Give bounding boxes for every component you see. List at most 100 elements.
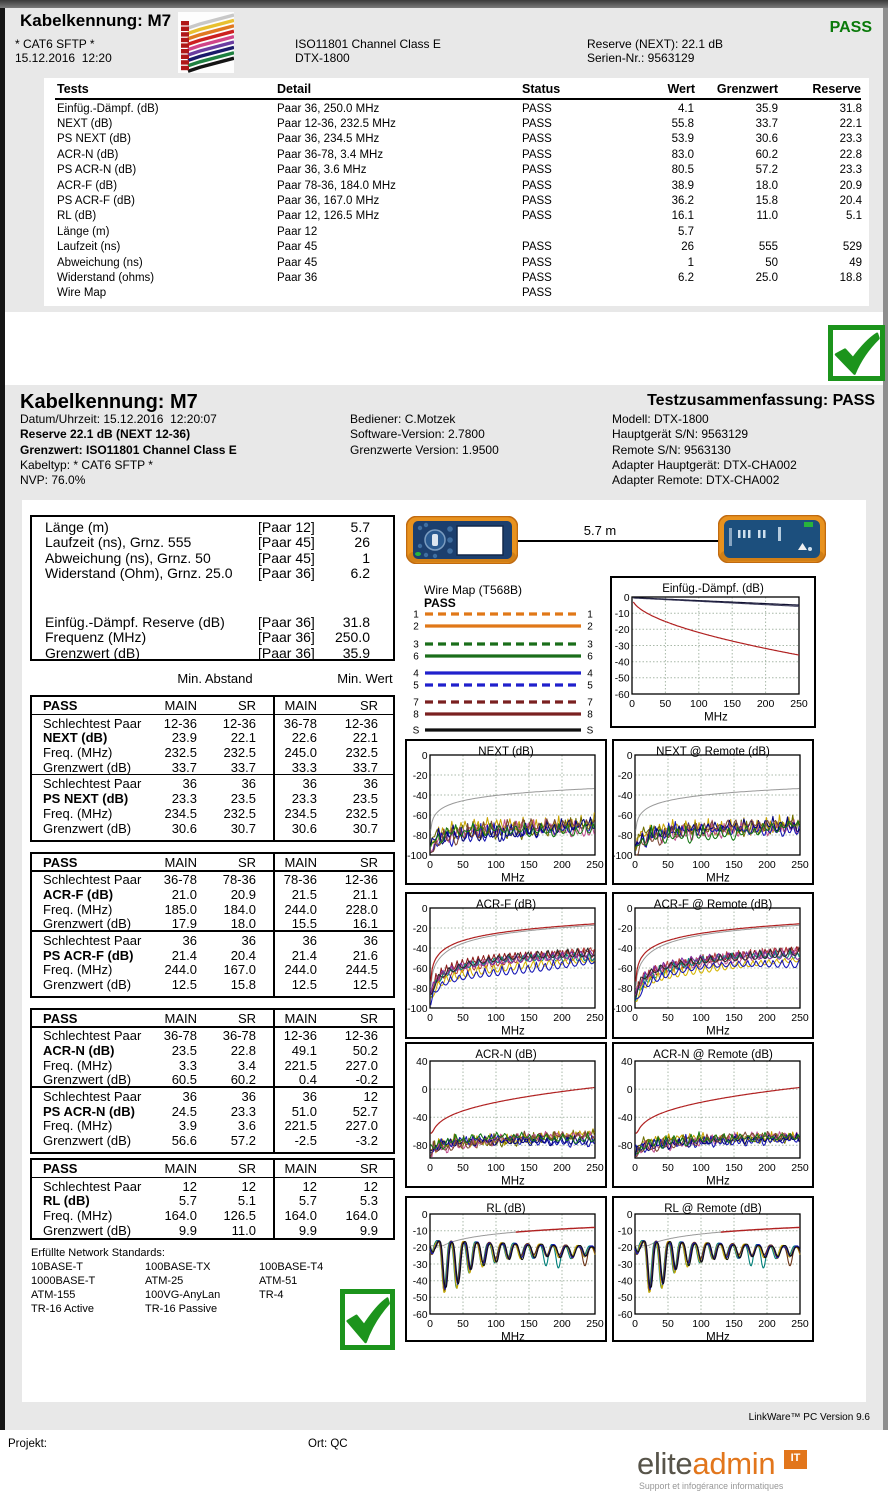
svg-text:MHz: MHz [501, 1332, 525, 1343]
svg-text:Einfüg.-Dämpf. (dB): Einfüg.-Dämpf. (dB) [662, 583, 764, 595]
svg-text:250: 250 [791, 1162, 809, 1174]
svg-text:200: 200 [758, 1012, 776, 1024]
svg-text:0: 0 [427, 1318, 433, 1330]
svg-text:250: 250 [791, 859, 809, 871]
svg-text:100: 100 [487, 1012, 505, 1024]
svg-text:0: 0 [629, 698, 635, 710]
svg-text:-30: -30 [615, 641, 630, 652]
svg-text:-100: -100 [612, 1004, 633, 1015]
svg-text:-20: -20 [618, 771, 633, 782]
svg-text:S: S [413, 726, 420, 737]
svg-text:0: 0 [632, 1012, 638, 1024]
svg-text:150: 150 [520, 859, 538, 871]
svg-text:100: 100 [487, 1318, 505, 1330]
svg-text:8: 8 [587, 710, 593, 721]
svg-text:250: 250 [586, 1012, 604, 1024]
svg-text:0: 0 [422, 1085, 428, 1096]
svg-text:-40: -40 [413, 944, 428, 955]
svg-text:200: 200 [553, 1318, 571, 1330]
svg-text:0: 0 [422, 751, 428, 762]
svg-text:50: 50 [662, 859, 674, 871]
svg-text:50: 50 [662, 1318, 674, 1330]
svg-text:-50: -50 [618, 1293, 633, 1304]
svg-text:-60: -60 [413, 1310, 428, 1321]
svg-text:50: 50 [457, 1012, 469, 1024]
svg-text:0: 0 [627, 1085, 633, 1096]
svg-text:-40: -40 [618, 791, 633, 802]
svg-text:-100: -100 [612, 851, 633, 862]
svg-text:0: 0 [422, 904, 428, 915]
svg-text:-40: -40 [413, 1277, 428, 1288]
svg-text:-80: -80 [618, 1141, 633, 1152]
svg-text:-40: -40 [413, 791, 428, 802]
svg-text:-80: -80 [618, 984, 633, 995]
svg-text:100: 100 [692, 1012, 710, 1024]
svg-text:0: 0 [427, 859, 433, 871]
svg-text:-10: -10 [413, 1227, 428, 1238]
svg-text:MHz: MHz [706, 1026, 730, 1038]
svg-text:MHz: MHz [706, 873, 730, 885]
svg-text:-20: -20 [413, 924, 428, 935]
svg-text:0: 0 [427, 1012, 433, 1024]
svg-text:150: 150 [725, 1162, 743, 1174]
svg-text:ACR-N @ Remote (dB): ACR-N @ Remote (dB) [653, 1049, 773, 1061]
svg-text:ACR-F @ Remote (dB): ACR-F @ Remote (dB) [654, 899, 773, 911]
svg-text:50: 50 [457, 1162, 469, 1174]
svg-text:4: 4 [587, 669, 593, 680]
svg-text:200: 200 [758, 859, 776, 871]
svg-text:NEXT (dB): NEXT (dB) [478, 746, 534, 758]
svg-text:200: 200 [553, 1162, 571, 1174]
svg-text:0: 0 [627, 751, 633, 762]
svg-text:200: 200 [553, 1012, 571, 1024]
svg-text:5: 5 [413, 681, 419, 692]
svg-text:100: 100 [690, 698, 708, 710]
svg-text:50: 50 [662, 1162, 674, 1174]
svg-text:-40: -40 [618, 944, 633, 955]
svg-text:-20: -20 [413, 1243, 428, 1254]
svg-text:NEXT @ Remote (dB): NEXT @ Remote (dB) [656, 746, 770, 758]
svg-text:MHz: MHz [704, 712, 728, 724]
svg-text:0: 0 [627, 904, 633, 915]
svg-text:2: 2 [413, 622, 419, 633]
svg-text:3: 3 [413, 640, 419, 651]
svg-text:-100: -100 [407, 1004, 428, 1015]
svg-text:7: 7 [587, 698, 593, 709]
svg-text:-50: -50 [413, 1293, 428, 1304]
svg-text:2: 2 [587, 622, 593, 633]
svg-text:-30: -30 [413, 1260, 428, 1271]
svg-text:0: 0 [632, 859, 638, 871]
svg-text:200: 200 [758, 1318, 776, 1330]
svg-text:0: 0 [627, 1210, 633, 1221]
svg-text:150: 150 [723, 698, 741, 710]
svg-text:150: 150 [520, 1318, 538, 1330]
svg-text:-40: -40 [413, 1113, 428, 1124]
svg-text:-20: -20 [413, 771, 428, 782]
svg-text:-20: -20 [618, 1243, 633, 1254]
svg-text:-40: -40 [618, 1113, 633, 1124]
svg-text:-30: -30 [618, 1260, 633, 1271]
svg-text:3: 3 [587, 640, 593, 651]
svg-text:5: 5 [587, 681, 593, 692]
svg-text:-60: -60 [618, 964, 633, 975]
svg-text:ACR-F (dB): ACR-F (dB) [476, 899, 536, 911]
svg-text:250: 250 [586, 859, 604, 871]
svg-text:-60: -60 [618, 1310, 633, 1321]
svg-text:250: 250 [586, 1162, 604, 1174]
svg-text:ACR-N (dB): ACR-N (dB) [475, 1049, 537, 1061]
svg-text:250: 250 [790, 698, 808, 710]
svg-text:MHz: MHz [706, 1176, 730, 1188]
svg-text:4: 4 [413, 669, 419, 680]
svg-text:50: 50 [457, 859, 469, 871]
svg-text:150: 150 [725, 1318, 743, 1330]
svg-text:-10: -10 [618, 1227, 633, 1238]
svg-text:100: 100 [692, 859, 710, 871]
svg-text:250: 250 [586, 1318, 604, 1330]
svg-text:50: 50 [662, 1012, 674, 1024]
svg-text:200: 200 [553, 859, 571, 871]
svg-text:RL (dB): RL (dB) [486, 1203, 525, 1215]
svg-text:40: 40 [416, 1057, 428, 1068]
svg-text:-100: -100 [407, 851, 428, 862]
svg-text:1: 1 [587, 610, 593, 621]
svg-text:250: 250 [791, 1012, 809, 1024]
svg-text:-10: -10 [615, 609, 630, 620]
